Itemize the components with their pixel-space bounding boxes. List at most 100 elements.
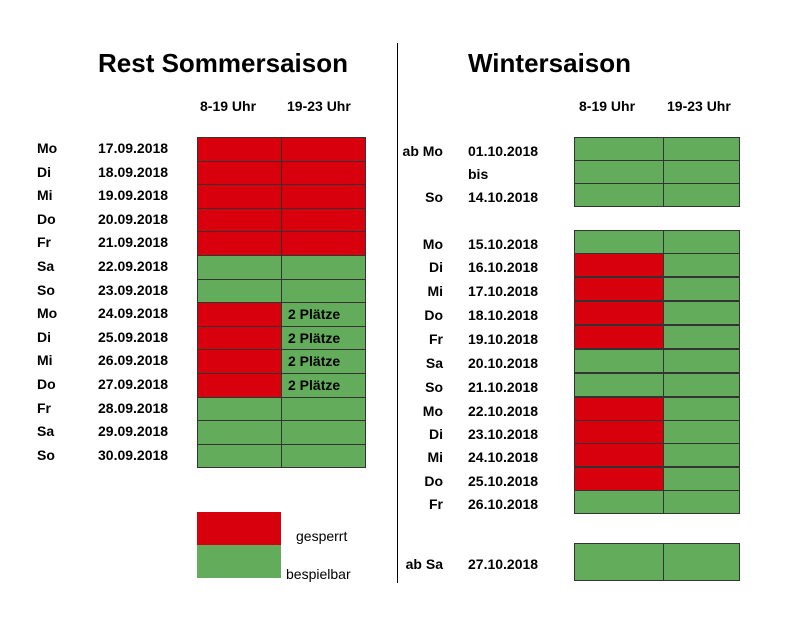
winter-slot-evening-cell bbox=[663, 349, 740, 373]
summer-date: 20.09.2018 bbox=[98, 210, 169, 227]
winter-slot-day-cell bbox=[574, 325, 664, 349]
winter-day: Fr bbox=[429, 331, 443, 347]
summer-day: Di bbox=[37, 328, 51, 345]
summer-day: So bbox=[37, 281, 55, 298]
summer-title: Rest Sommersaison bbox=[98, 48, 348, 78]
winter-slot-day-cell bbox=[574, 253, 664, 277]
summer-day: Do bbox=[37, 376, 56, 392]
winter-date: 23.10.2018 bbox=[468, 426, 539, 442]
summer-day: Mi bbox=[37, 352, 53, 369]
winter-slot-day-cell bbox=[574, 467, 664, 491]
winter-slot-evening-cell bbox=[663, 543, 740, 581]
summer-slot-day-cell bbox=[197, 278, 282, 304]
summer-header-day: 8-19 Uhr bbox=[200, 98, 257, 114]
winter-date: 20.10.2018 bbox=[468, 355, 539, 371]
winter-slot-day-cell bbox=[574, 373, 664, 397]
winter-date: 17.10.2018 bbox=[468, 283, 539, 299]
summer-slot-day-cell bbox=[197, 255, 282, 280]
winter-date: 24.10.2018 bbox=[468, 449, 539, 465]
winter-day: Do bbox=[424, 473, 443, 489]
winter-day: So bbox=[425, 189, 443, 205]
winter-day: Mo bbox=[422, 236, 443, 252]
summer-date: 19.09.2018 bbox=[98, 187, 169, 204]
winter-date: 01.10.2018 bbox=[468, 143, 539, 159]
summer-slot-evening-cell bbox=[281, 255, 366, 280]
legend-playable-swatch bbox=[197, 545, 281, 578]
summer-slot-day-cell bbox=[197, 396, 282, 422]
summer-slot-day-cell bbox=[197, 302, 282, 327]
winter-slot-evening-cell bbox=[663, 301, 740, 325]
winter-slot-day-cell bbox=[574, 230, 664, 254]
summer-date: 23.09.2018 bbox=[98, 281, 169, 298]
winter-date: 25.10.2018 bbox=[468, 473, 539, 489]
legend-blocked-label: gesperrt bbox=[296, 528, 348, 544]
winter-date: 22.10.2018 bbox=[468, 403, 539, 419]
summer-header-evening: 19-23 Uhr bbox=[287, 98, 351, 114]
summer-date: 24.09.2018 bbox=[98, 305, 169, 322]
winter-slot-evening-cell bbox=[663, 443, 740, 467]
winter-date: 26.10.2018 bbox=[468, 496, 539, 512]
winter-day: Di bbox=[429, 426, 443, 442]
summer-day: Di bbox=[37, 163, 51, 180]
winter-slot-evening-cell bbox=[663, 230, 740, 254]
summer-slot-evening-cell bbox=[281, 443, 366, 469]
summer-day: Mi bbox=[37, 187, 53, 204]
summer-slot-day-cell bbox=[197, 184, 282, 209]
summer-day: Fr bbox=[37, 234, 51, 251]
winter-slot-evening-cell bbox=[663, 183, 740, 207]
winter-range-bis: bis bbox=[468, 166, 489, 182]
summer-slot-evening-cell: 2 Plätze bbox=[281, 325, 366, 351]
winter-date: 21.10.2018 bbox=[468, 379, 539, 395]
summer-date: 26.09.2018 bbox=[98, 352, 169, 369]
summer-day: So bbox=[37, 446, 55, 463]
winter-date: 15.10.2018 bbox=[468, 236, 539, 252]
winter-day: Fr bbox=[429, 496, 443, 512]
winter-day: Di bbox=[429, 259, 443, 275]
winter-slot-evening-cell bbox=[663, 325, 740, 349]
summer-date: 18.09.2018 bbox=[98, 163, 169, 180]
winter-date: 14.10.2018 bbox=[468, 189, 539, 205]
winter-slot-evening-cell bbox=[663, 373, 740, 397]
summer-slot-day-cell bbox=[197, 137, 282, 162]
winter-slot-evening-cell bbox=[663, 137, 740, 161]
summer-date: 30.09.2018 bbox=[98, 446, 169, 463]
summer-day: Mo bbox=[37, 140, 58, 156]
winter-slot-day-cell bbox=[574, 160, 664, 184]
summer-slot-day-cell bbox=[197, 443, 282, 469]
winter-slot-evening-cell bbox=[663, 397, 740, 421]
winter-slot-day-cell bbox=[574, 183, 664, 207]
winter-slot-evening-cell bbox=[663, 467, 740, 491]
summer-slot-day-cell bbox=[197, 420, 282, 445]
winter-day: Mo bbox=[422, 403, 443, 419]
winter-header-day: 8-19 Uhr bbox=[579, 98, 636, 114]
winter-slot-day-cell bbox=[574, 490, 664, 514]
summer-slot-day-cell bbox=[197, 160, 282, 186]
winter-slot-day-cell bbox=[574, 137, 664, 161]
summer-slot-evening-cell bbox=[281, 137, 366, 162]
winter-day: Mi bbox=[427, 449, 443, 465]
winter-slot-day-cell bbox=[574, 277, 664, 301]
winter-date: 19.10.2018 bbox=[468, 331, 539, 347]
summer-slot-day-cell bbox=[197, 325, 282, 351]
winter-slot-day-cell bbox=[574, 397, 664, 421]
winter-slot-evening-cell bbox=[663, 277, 740, 301]
winter-slot-day-cell bbox=[574, 349, 664, 373]
winter-slot-day-cell bbox=[574, 543, 664, 581]
summer-date: 28.09.2018 bbox=[98, 399, 169, 416]
winter-slot-evening-cell bbox=[663, 490, 740, 514]
winter-slot-evening-cell bbox=[663, 420, 740, 444]
summer-slot-evening-cell bbox=[281, 420, 366, 445]
winter-date: 18.10.2018 bbox=[468, 307, 539, 323]
summer-slot-evening-cell bbox=[281, 396, 366, 422]
summer-slot-day-cell bbox=[197, 207, 282, 233]
winter-slot-evening-cell bbox=[663, 160, 740, 184]
winter-day: So bbox=[425, 379, 443, 395]
summer-date: 21.09.2018 bbox=[98, 234, 169, 251]
winter-day: Do bbox=[424, 307, 443, 323]
summer-date: 17.09.2018 bbox=[98, 140, 169, 156]
winter-title: Wintersaison bbox=[468, 48, 632, 78]
winter-day: Sa bbox=[425, 355, 443, 371]
summer-slot-evening-cell bbox=[281, 160, 366, 186]
winter-slot-evening-cell bbox=[663, 253, 740, 277]
summer-date: 22.09.2018 bbox=[98, 258, 169, 274]
